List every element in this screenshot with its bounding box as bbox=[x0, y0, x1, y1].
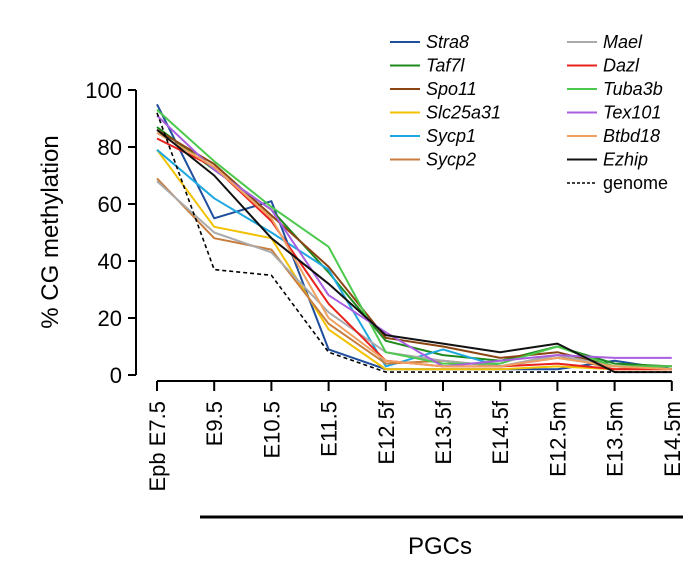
legend: Stra8 Taf7l Spo11 Slc25a31 Sycp1 Sycp2 Mael Daz… bbox=[390, 32, 668, 193]
y-tick-label: 100 bbox=[85, 78, 122, 103]
pgc-group-label: PGCs bbox=[408, 533, 472, 560]
series-line-btbd18 bbox=[156, 131, 672, 371]
series-line-dazl bbox=[156, 137, 672, 371]
legend-label: Stra8 bbox=[426, 32, 469, 52]
legend-label: Mael bbox=[603, 32, 643, 52]
series-line-tex101 bbox=[156, 114, 672, 368]
legend-label: Btbd18 bbox=[603, 126, 660, 146]
x-tick-label: E12.5f bbox=[374, 400, 399, 464]
axes bbox=[135, 90, 672, 382]
x-tick-label: E13.5m bbox=[603, 401, 628, 477]
x-tick-label: E13.5f bbox=[431, 400, 456, 464]
y-tick-label: 40 bbox=[98, 249, 122, 274]
legend-label: Slc25a31 bbox=[426, 103, 501, 123]
legend-label: Tuba3b bbox=[603, 79, 663, 99]
y-ticks: 0 20 40 60 80 100 bbox=[85, 78, 136, 388]
series-lines bbox=[156, 103, 672, 374]
series-line-genome bbox=[156, 112, 672, 373]
legend-label: genome bbox=[603, 173, 668, 193]
x-tick-label: E14.5f bbox=[488, 400, 513, 464]
series-line-tuba3b bbox=[156, 109, 672, 368]
y-tick-label: 80 bbox=[98, 135, 122, 160]
x-tick-label: E12.5m bbox=[545, 401, 570, 477]
x-tick-label: E9.5 bbox=[202, 401, 227, 446]
y-axis-title: % CG methylation bbox=[37, 135, 64, 328]
legend-label: Ezhip bbox=[603, 150, 648, 170]
y-tick-label: 0 bbox=[110, 363, 122, 388]
legend-label: Spo11 bbox=[426, 79, 477, 99]
legend-label: Sycp2 bbox=[426, 150, 476, 170]
series-line-ezhip bbox=[156, 129, 672, 374]
series-line-stra8 bbox=[156, 103, 672, 371]
y-tick-label: 20 bbox=[98, 306, 122, 331]
series-line-sycp2 bbox=[156, 177, 672, 371]
y-tick-label: 60 bbox=[98, 192, 122, 217]
series-line-slc25a31 bbox=[156, 149, 672, 371]
legend-label: Tex101 bbox=[603, 103, 661, 123]
legend-label: Dazl bbox=[603, 56, 640, 76]
series-line-mael bbox=[156, 180, 672, 368]
x-tick-label: E14.5m bbox=[660, 401, 685, 477]
x-tick-label: E10.5 bbox=[259, 401, 284, 459]
legend-label: Taf7l bbox=[426, 56, 465, 76]
x-tick-label: Epb E7.5 bbox=[145, 401, 170, 492]
series-line-taf7l bbox=[156, 126, 672, 368]
legend-label: Sycp1 bbox=[426, 126, 476, 146]
x-ticks: Epb E7.5 E9.5 E10.5 E11.5 E12.5f E13.5f E14.5f… bbox=[145, 381, 685, 492]
series-line-spo11 bbox=[156, 129, 672, 368]
x-tick-label: E11.5 bbox=[317, 401, 342, 457]
